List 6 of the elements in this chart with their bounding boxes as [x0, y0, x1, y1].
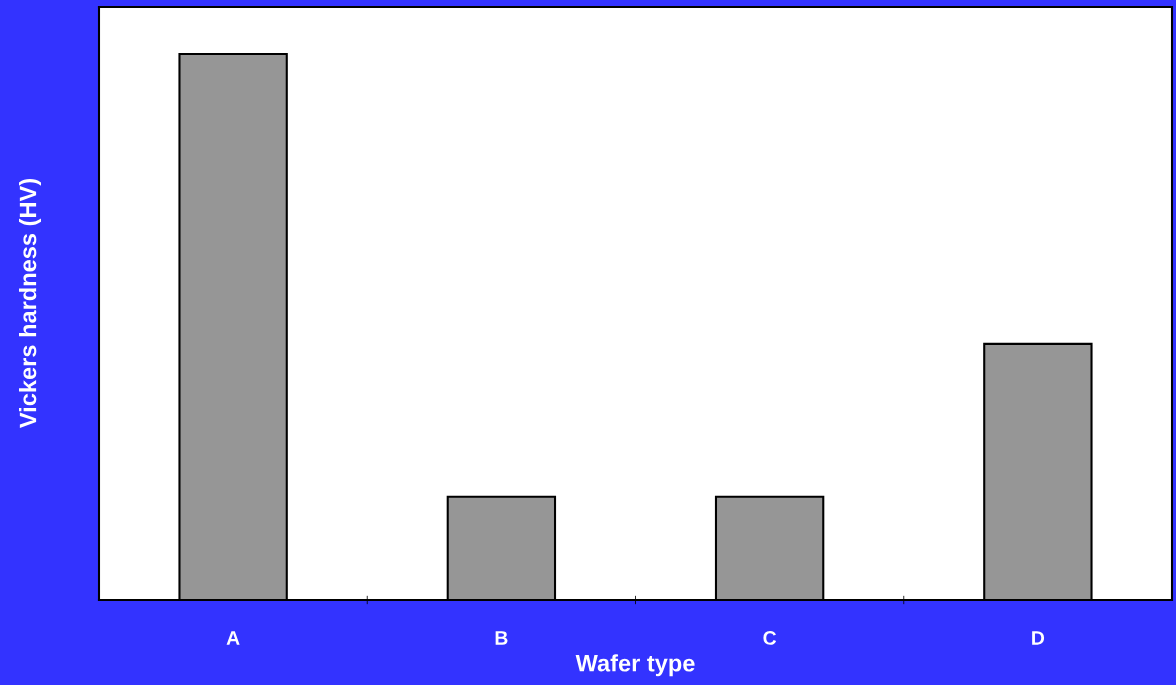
x-tick-label: D: [1032, 631, 1045, 645]
y-axis-title: Vickers hardness (HV): [19, 179, 42, 428]
x-axis-title: Wafer type: [575, 654, 695, 677]
x-tick-label: C: [763, 631, 777, 645]
x-tick-label: A: [226, 631, 240, 645]
x-tick-label: B: [495, 631, 508, 645]
